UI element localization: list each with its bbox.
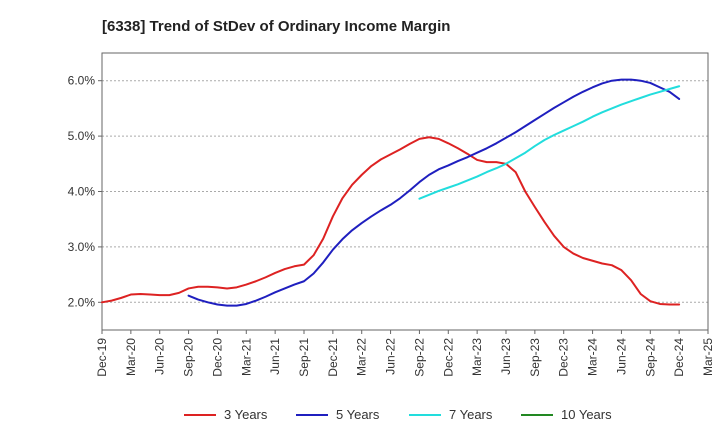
x-tick-label: Jun-23 <box>499 338 513 375</box>
series-line-2 <box>187 78 681 307</box>
legend-label: 10 Years <box>561 407 612 422</box>
y-tick-label: 3.0% <box>68 240 96 254</box>
series-line-3 <box>418 85 681 200</box>
x-tick-label: Mar-24 <box>586 338 600 376</box>
x-tick-label: Dec-22 <box>441 338 455 377</box>
series-line-1 <box>101 136 681 306</box>
legend-label: 7 Years <box>449 407 493 422</box>
x-tick-label: Sep-23 <box>528 338 542 377</box>
x-tick-label: Mar-22 <box>355 338 369 376</box>
x-tick-label: Dec-20 <box>210 338 224 377</box>
x-tick-label: Mar-20 <box>124 338 138 376</box>
x-tick-label: Jun-22 <box>384 338 398 375</box>
y-tick-label: 2.0% <box>68 295 96 309</box>
x-tick-label: Sep-24 <box>643 338 657 377</box>
x-axis: Dec-19 Mar-20 Jun-20 Sep-20 Dec-20 Mar-21 Jun-… <box>95 330 715 377</box>
y-tick-label: 4.0% <box>68 185 96 199</box>
x-tick-label: Mar-21 <box>239 338 253 376</box>
y-tick-label: 6.0% <box>68 74 96 88</box>
legend: 3 Years 5 Years 7 Years 10 Years <box>184 407 612 422</box>
x-tick-label: Mar-25 <box>701 338 715 376</box>
legend-label: 5 Years <box>336 407 380 422</box>
x-tick-label: Sep-21 <box>297 338 311 377</box>
x-tick-label: Dec-21 <box>326 338 340 377</box>
series-group <box>101 78 681 307</box>
x-tick-label: Dec-23 <box>557 338 571 377</box>
x-tick-label: Sep-22 <box>412 338 426 377</box>
y-axis: 2.0% 3.0% 4.0% 5.0% 6.0% <box>68 74 102 309</box>
x-tick-label: Dec-24 <box>672 338 686 377</box>
x-tick-label: Jun-20 <box>153 338 167 375</box>
legend-label: 3 Years <box>224 407 268 422</box>
y-tick-label: 5.0% <box>68 129 96 143</box>
x-tick-label: Sep-20 <box>182 338 196 377</box>
x-tick-label: Dec-19 <box>95 338 109 377</box>
x-tick-label: Mar-23 <box>470 338 484 376</box>
x-tick-label: Jun-21 <box>268 338 282 375</box>
grid <box>102 80 708 303</box>
x-tick-label: Jun-24 <box>614 338 628 375</box>
chart-title: [6338] Trend of StDev of Ordinary Income… <box>102 18 450 35</box>
